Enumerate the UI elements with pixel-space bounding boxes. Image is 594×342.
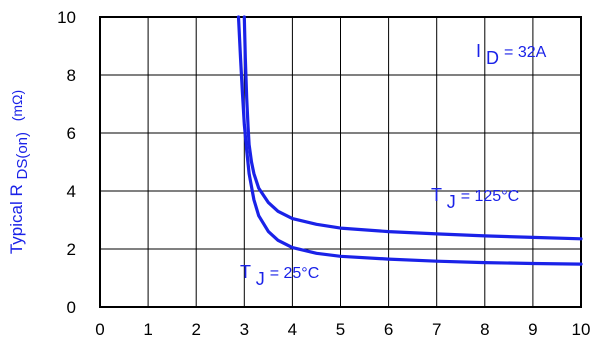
tj-125-label-main: T <box>431 185 442 205</box>
series-line-1 <box>242 15 583 241</box>
x-tick-label: 0 <box>95 320 104 339</box>
x-tick-label: 6 <box>384 320 393 339</box>
tj-125-label-rest: = 125°C <box>461 188 519 205</box>
drain-current-label-subscript: D <box>486 48 499 68</box>
x-tick-labels: 0 1 2 3 4 5 6 7 8 9 10 <box>95 320 590 339</box>
plot-frame <box>99 16 582 308</box>
y-tick-label: 4 <box>67 182 76 201</box>
series-line-0 <box>236 15 583 266</box>
y-axis-label: Typical R DS(on) (mΩ) <box>7 90 31 254</box>
y-tick-labels: 0 2 4 6 8 10 <box>57 8 76 317</box>
x-tick-label: 10 <box>572 320 591 339</box>
y-axis-label-subscript: DS(on) <box>14 132 31 180</box>
drain-current-label-rest: = 32A <box>504 44 547 61</box>
tj-25-label-main: T <box>240 262 251 282</box>
x-tick-label: 5 <box>336 320 345 339</box>
x-tick-label: 9 <box>528 320 537 339</box>
x-tick-label: 2 <box>191 320 200 339</box>
x-tick-label: 8 <box>480 320 489 339</box>
y-axis-label-main: Typical R <box>7 184 26 254</box>
x-tick-label: 7 <box>432 320 441 339</box>
series-layer <box>236 15 583 266</box>
plot-border <box>99 16 582 308</box>
x-tick-label: 1 <box>143 320 152 339</box>
y-tick-label: 6 <box>67 124 76 143</box>
y-tick-label: 8 <box>67 66 76 85</box>
y-tick-label: 0 <box>67 298 76 317</box>
tj-125-label: T J = 125°C <box>431 185 519 212</box>
x-tick-label: 4 <box>288 320 297 339</box>
y-tick-label: 10 <box>57 8 76 27</box>
tj-25-label-subscript: J <box>256 269 265 289</box>
drain-current-label-main: I <box>476 41 481 61</box>
y-axis-label-unit: (mΩ) <box>9 90 25 121</box>
tj-125-label-subscript: J <box>447 192 456 212</box>
drain-current-label: I D = 32A <box>476 41 547 68</box>
x-tick-label: 3 <box>240 320 249 339</box>
y-tick-label: 2 <box>67 240 76 259</box>
tj-25-label: T J = 25°C <box>240 262 319 289</box>
tj-25-label-rest: = 25°C <box>270 265 320 282</box>
